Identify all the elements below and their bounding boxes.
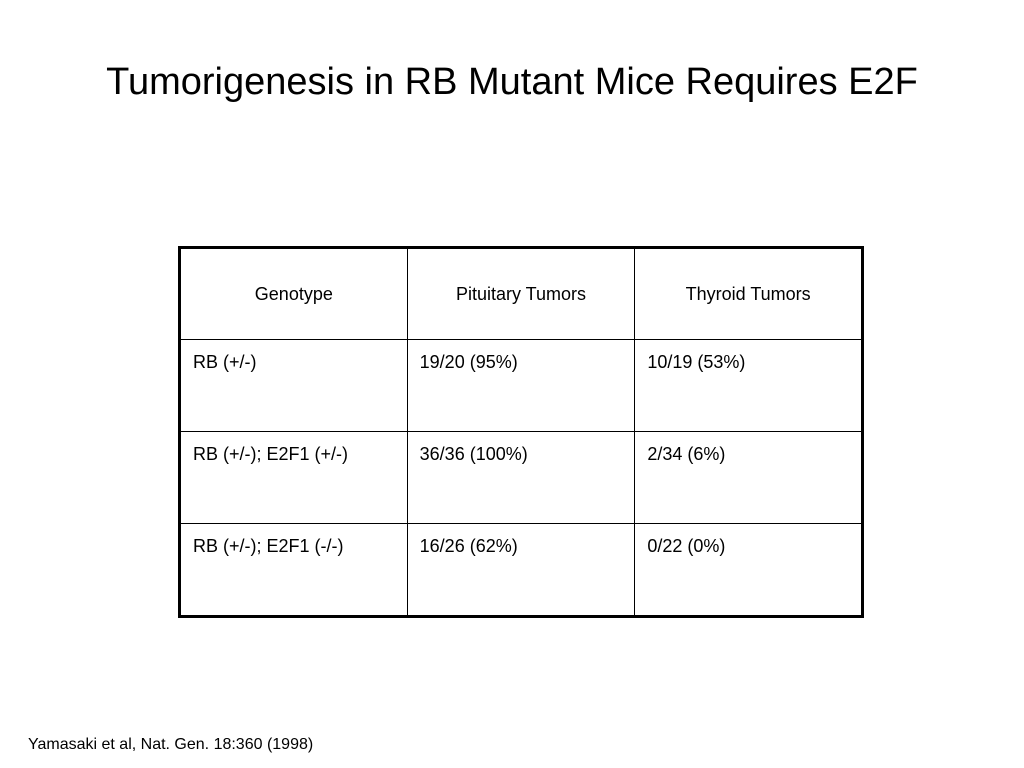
thyroid-cell: 0/22 (0%) (634, 523, 863, 617)
pituitary-cell: 36/36 (100%) (406, 431, 636, 524)
table-row: RB (+/-); E2F1 (+/-) 36/36 (100%) 2/34 (… (179, 431, 863, 524)
header-thyroid-tumors: Thyroid Tumors (634, 247, 863, 340)
citation: Yamasaki et al, Nat. Gen. 18:360 (1998) (28, 736, 314, 753)
thyroid-cell: 10/19 (53%) (634, 339, 863, 432)
slide-title: Tumorigenesis in RB Mutant Mice Requires… (106, 61, 918, 103)
tumor-incidence-table: Genotype Pituitary Tumors Thyroid Tumors… (178, 246, 864, 618)
genotype-cell: RB (+/-) (179, 339, 408, 432)
table-row: RB (+/-); E2F1 (-/-) 16/26 (62%) 0/22 (0… (179, 523, 863, 617)
table-row: RB (+/-) 19/20 (95%) 10/19 (53%) (179, 339, 863, 432)
genotype-cell: RB (+/-); E2F1 (+/-) (179, 431, 408, 524)
pituitary-cell: 16/26 (62%) (406, 523, 636, 617)
header-genotype: Genotype (179, 247, 408, 340)
genotype-cell: RB (+/-); E2F1 (-/-) (179, 523, 408, 617)
pituitary-cell: 19/20 (95%) (406, 339, 636, 432)
header-pituitary-tumors: Pituitary Tumors (406, 247, 636, 340)
thyroid-cell: 2/34 (6%) (634, 431, 863, 524)
table-header-row: Genotype Pituitary Tumors Thyroid Tumors (179, 247, 863, 340)
